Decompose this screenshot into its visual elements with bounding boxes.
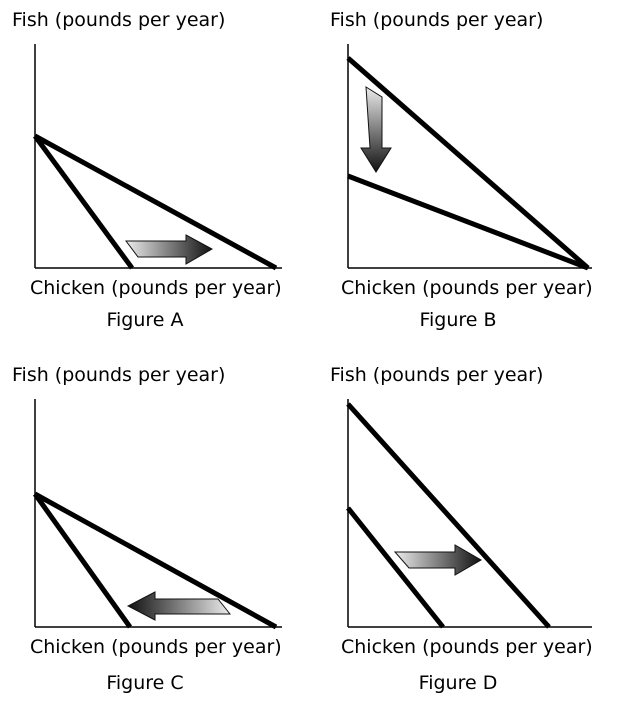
figure-d: Fish (pounds per year) Chicken (pounds p… — [330, 364, 593, 694]
figure-b-budget-line-rotated — [347, 173, 589, 271]
figure-d-budget-line-initial — [346, 506, 445, 629]
figure-b-x-axis-label: Chicken (pounds per year) — [341, 277, 593, 299]
figure-a-budget-line-flat — [33, 133, 278, 271]
figure-c-budget-line-steep — [32, 492, 133, 629]
figure-c-budget-line-flat — [33, 491, 278, 630]
figure-a-shift-arrow-right-icon — [125, 234, 214, 265]
figure-d-y-axis-label: Fish (pounds per year) — [330, 364, 543, 386]
figure-b-budget-line-initial — [346, 56, 590, 270]
figure-a-caption: Figure A — [106, 309, 183, 331]
figure-c-shift-arrow-left-icon — [126, 591, 232, 621]
figure-d-caption: Figure D — [419, 672, 498, 694]
figure-a-budget-line-steep — [32, 134, 135, 270]
figure-a: Fish (pounds per year) Chicken (pounds p… — [12, 9, 282, 331]
figure-d-shift-arrow-right-icon — [393, 544, 483, 576]
figure-b-y-axis-label: Fish (pounds per year) — [330, 9, 543, 31]
figure-d-x-axis-label: Chicken (pounds per year) — [341, 636, 593, 658]
figure-c: Fish (pounds per year) Chicken (pounds p… — [12, 364, 282, 694]
figure-c-y-axis-label: Fish (pounds per year) — [12, 364, 225, 386]
figure-a-x-axis-label: Chicken (pounds per year) — [30, 277, 282, 299]
figure-d-budget-line-shifted — [346, 402, 551, 629]
figure-c-caption: Figure C — [106, 672, 183, 694]
figure-b-caption: Figure B — [419, 309, 496, 331]
figure-a-y-axis-label: Fish (pounds per year) — [12, 9, 225, 31]
figure-c-x-axis-label: Chicken (pounds per year) — [30, 636, 282, 658]
figure-b: Fish (pounds per year) Chicken (pounds p… — [330, 9, 593, 331]
figure-b-shift-arrow-down-icon — [360, 86, 392, 173]
